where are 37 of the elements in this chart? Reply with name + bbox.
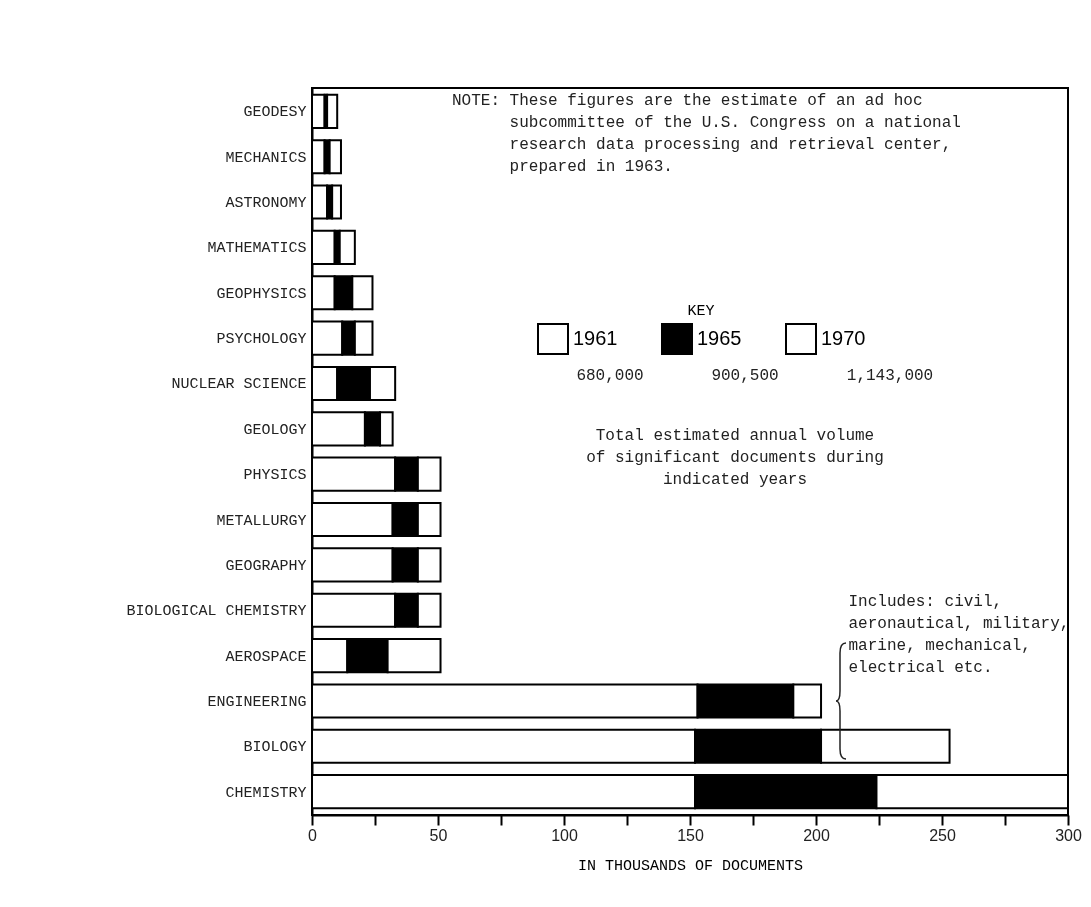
legend-label: 1965: [697, 327, 742, 349]
bar: [326, 93, 339, 129]
annotation: Includes: civil, aeronautical, military, marine, mechanical, electrical etc.: [848, 591, 1071, 679]
annotation: Total estimated annual volume of significant documents during indicated years: [585, 426, 885, 491]
y-tick-label: BIOLOGICAL CHEMISTRY: [126, 603, 307, 621]
legend-label: 1970: [821, 327, 866, 349]
y-tick-label: METALLURGY: [216, 512, 307, 530]
annotation: 1,143,000: [845, 366, 935, 387]
legend-label: 1961: [573, 327, 618, 349]
y-tick-label: GEOPHYSICS: [216, 285, 307, 303]
y-tick-label: PHYSICS: [243, 467, 307, 485]
y-tick-label: AEROSPACE: [225, 648, 307, 666]
legend-title: KEY: [687, 303, 715, 320]
annotation: 900,500: [710, 366, 780, 387]
x-tick-label: 300: [1055, 826, 1082, 844]
y-tick-label: NUCLEAR SCIENCE: [171, 376, 307, 394]
y-tick-label: GEOLOGY: [243, 421, 307, 439]
x-tick-label: 50: [429, 826, 448, 844]
y-tick-label: GEOGRAPHY: [225, 557, 307, 575]
x-tick-label: 100: [551, 826, 578, 844]
annotation: NOTE: These figures are the estimate of an ad hoc subcommittee of the U.S. Congress on a national research data processing and retrieval center, prepared in 1963.: [452, 91, 962, 178]
x-tick-label: 250: [929, 826, 956, 844]
x-tick-label: 200: [803, 826, 830, 844]
y-tick-label: ASTRONOMY: [225, 195, 307, 213]
y-tick-label: PSYCHOLOGY: [216, 331, 307, 349]
bar: [328, 139, 342, 175]
y-tick-label: BIOLOGY: [243, 739, 307, 757]
y-tick-label: GEODESY: [243, 104, 307, 122]
x-axis-title: IN THOUSANDS OF DOCUMENTS: [577, 857, 804, 875]
y-tick-label: MATHEMATICS: [207, 240, 307, 258]
bar: [338, 229, 356, 265]
y-tick-label: CHEMISTRY: [225, 784, 307, 802]
x-tick-label: 0: [308, 826, 318, 844]
y-tick-label: ENGINEERING: [207, 693, 307, 711]
x-tick-label: 150: [677, 826, 704, 844]
y-tick-label: MECHANICS: [225, 149, 307, 167]
annotation: 680,000: [575, 366, 645, 387]
